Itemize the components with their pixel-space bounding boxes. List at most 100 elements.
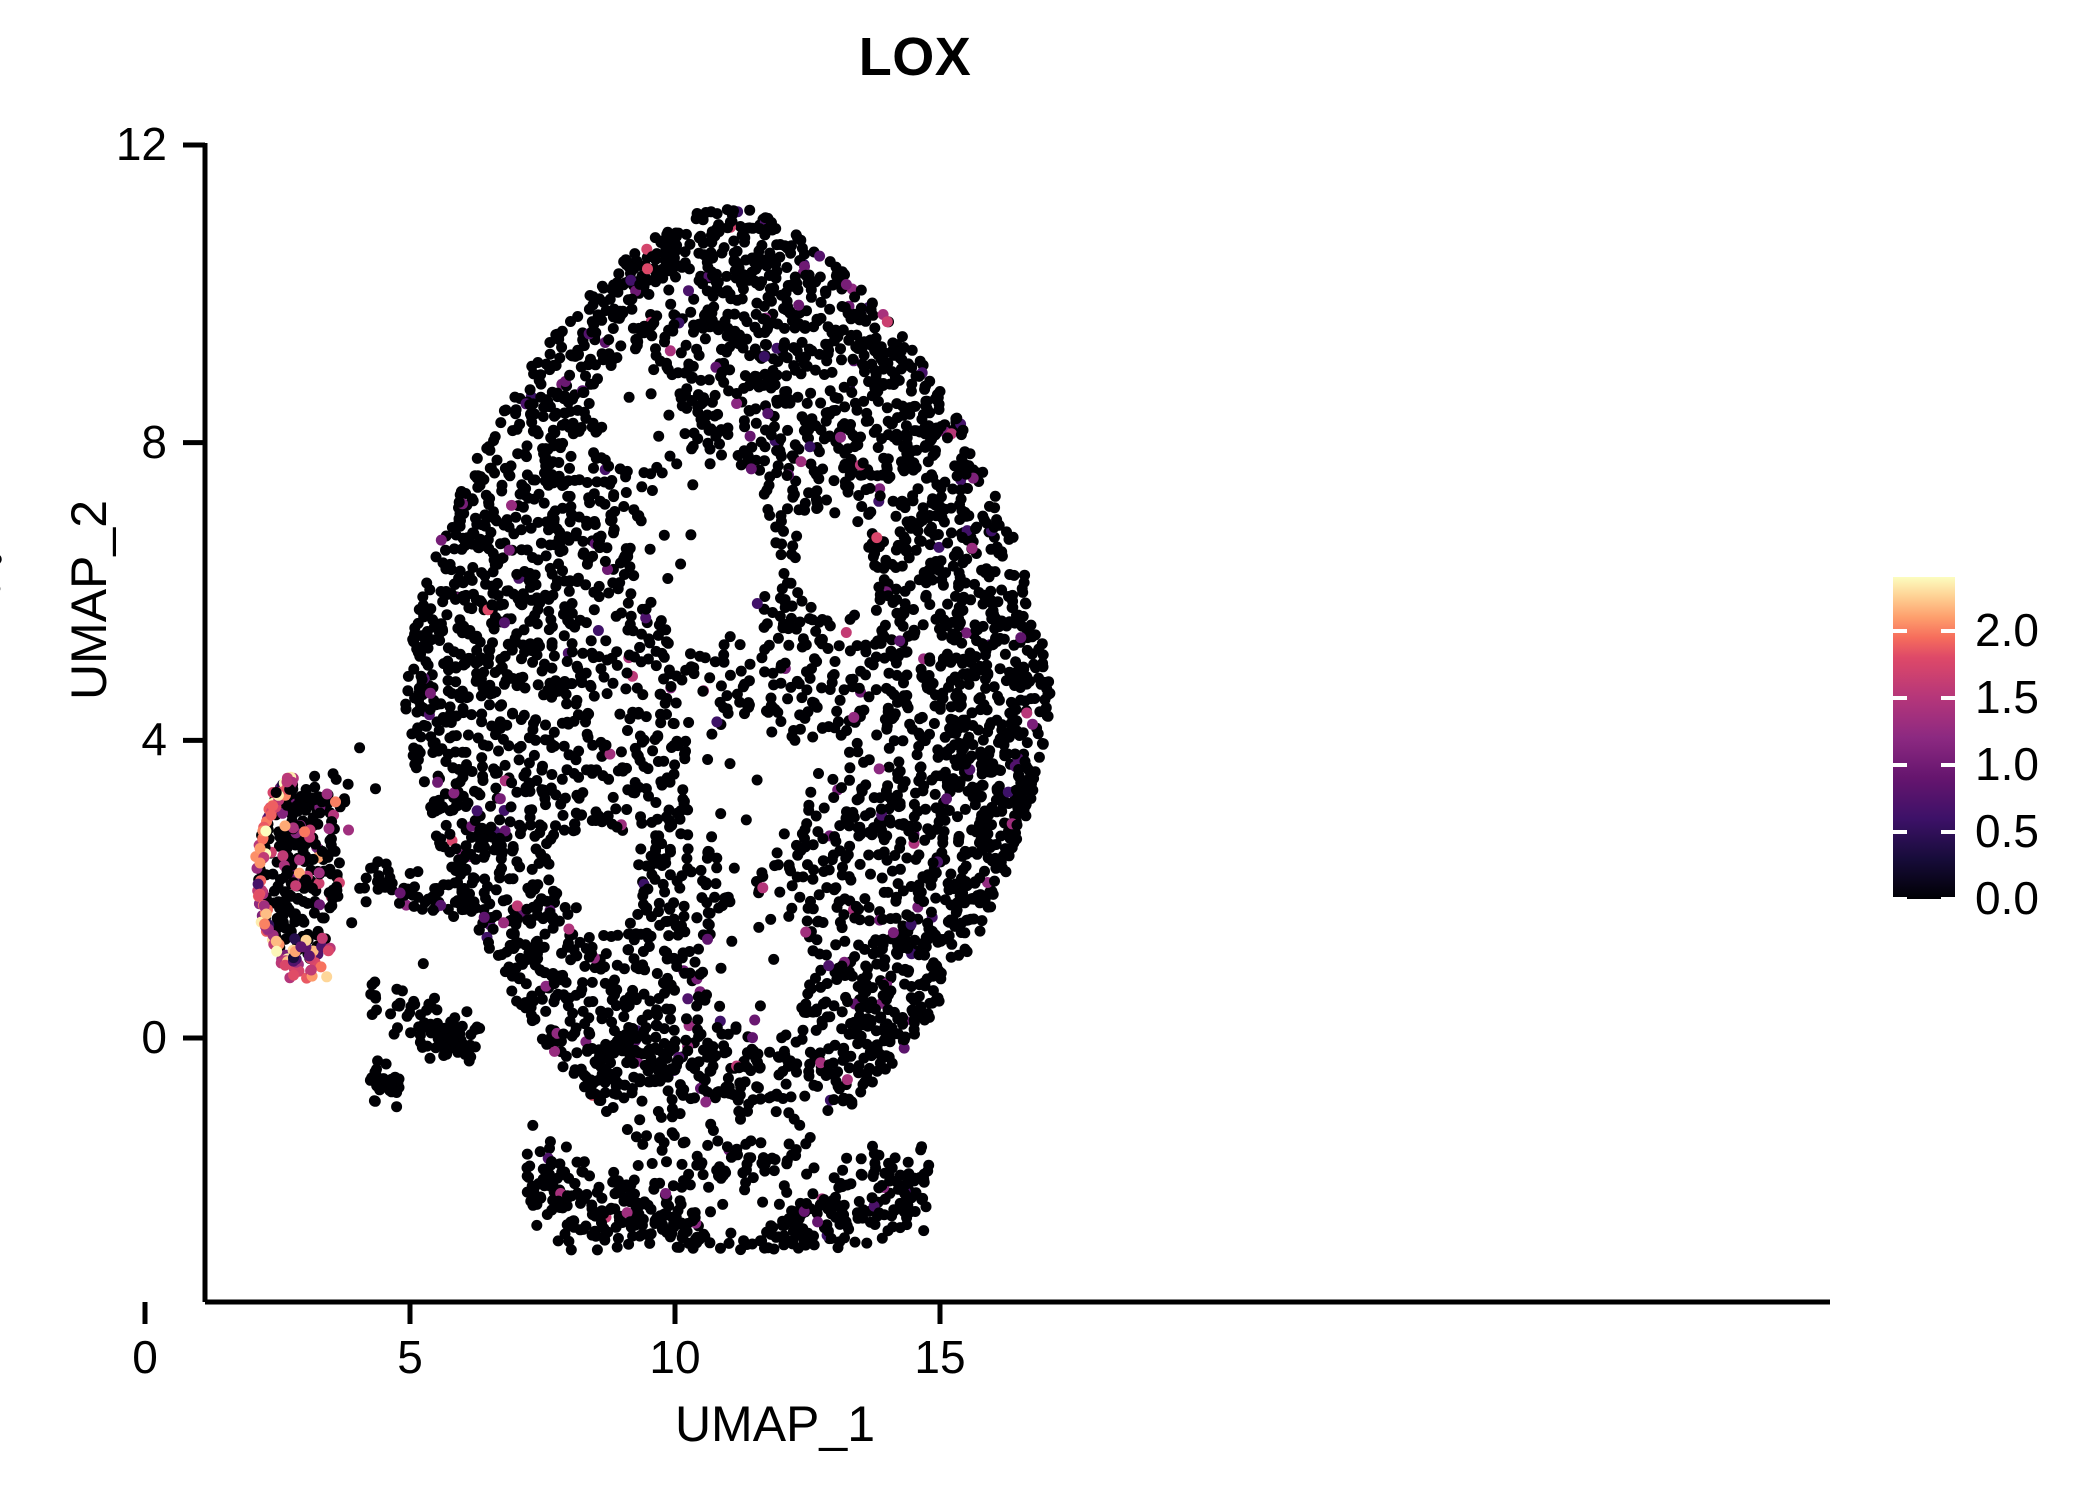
- scatter-point: [739, 708, 750, 720]
- scatter-point: [1019, 755, 1031, 767]
- scatter-point: [560, 1050, 572, 1062]
- scatter-point: [837, 1164, 849, 1176]
- scatter-point: [668, 309, 680, 321]
- scatter-point: [525, 819, 537, 831]
- scatter-point: [918, 1225, 930, 1237]
- scatter-point: [1021, 707, 1033, 719]
- scatter-point: [590, 452, 602, 464]
- scatter-point: [407, 633, 419, 645]
- scatter-point: [545, 1178, 556, 1190]
- scatter-point: [696, 418, 708, 430]
- scatter-point: [785, 681, 797, 693]
- scatter-point: [739, 232, 751, 244]
- scatter-point: [960, 468, 972, 480]
- scatter-point: [784, 620, 796, 632]
- scatter-point: [776, 289, 787, 301]
- scatter-point: [521, 903, 533, 915]
- scatter-point: [498, 917, 510, 929]
- scatter-point: [801, 397, 813, 409]
- scatter-point: [479, 570, 491, 582]
- scatter-point: [733, 1062, 745, 1074]
- scatter-point: [829, 392, 841, 403]
- scatter-point: [930, 510, 942, 522]
- scatter-point: [597, 354, 609, 366]
- scatter-point: [890, 510, 902, 522]
- scatter-point: [572, 572, 584, 584]
- scatter-point: [595, 663, 607, 675]
- scatter-point: [896, 1184, 908, 1196]
- scatter-point: [832, 275, 844, 287]
- scatter-point: [656, 1144, 668, 1156]
- scatter-point: [457, 707, 469, 719]
- scatter-point: [746, 441, 758, 453]
- scatter-point: [666, 265, 678, 277]
- scatter-point: [653, 906, 664, 918]
- scatter-point: [804, 1046, 816, 1058]
- scatter-point: [786, 880, 798, 892]
- scatter-point: [731, 1143, 743, 1155]
- scatter-point: [587, 739, 599, 751]
- scatter-point: [801, 915, 813, 927]
- scatter-point: [576, 677, 588, 689]
- scatter-point: [816, 614, 828, 625]
- scatter-point: [908, 457, 920, 469]
- scatter-point: [580, 370, 591, 382]
- scatter-point: [735, 459, 747, 471]
- scatter-point: [908, 400, 920, 412]
- scatter-point: [695, 1028, 707, 1040]
- scatter-point: [589, 519, 601, 530]
- scatter-point: [634, 278, 646, 290]
- scatter-point: [629, 1188, 640, 1200]
- scatter-point: [437, 587, 449, 599]
- scatter-point: [808, 1162, 820, 1174]
- scatter-point: [778, 828, 790, 840]
- scatter-point: [779, 657, 791, 669]
- scatter-point: [767, 702, 779, 714]
- scatter-point: [775, 433, 787, 445]
- scatter-point: [595, 1095, 607, 1106]
- scatter-point: [722, 1072, 734, 1084]
- scatter-point: [804, 672, 816, 684]
- scatter-point: [966, 824, 978, 836]
- scatter-point: [951, 412, 963, 424]
- scatter-point: [466, 709, 477, 721]
- scatter-point: [497, 733, 509, 745]
- scatter-point: [503, 544, 515, 556]
- scatter-point: [460, 840, 472, 852]
- scatter-point: [831, 974, 843, 985]
- scatter-point: [878, 846, 890, 858]
- scatter-point: [521, 440, 533, 452]
- scatter-point: [565, 678, 577, 690]
- scatter-point: [1000, 675, 1012, 687]
- scatter-point: [1011, 715, 1023, 727]
- scatter-point: [673, 1241, 685, 1253]
- scatter-point: [711, 223, 723, 235]
- scatter-point: [844, 762, 856, 774]
- scatter-point: [588, 488, 600, 500]
- scatter-point: [600, 739, 612, 751]
- scatter-point: [1034, 706, 1046, 718]
- scatter-point: [787, 484, 799, 496]
- scatter-point: [957, 424, 969, 436]
- scatter-point: [887, 337, 899, 349]
- scatter-point: [686, 371, 698, 383]
- scatter-point: [864, 915, 875, 927]
- scatter-point: [876, 872, 888, 884]
- scatter-point: [854, 858, 866, 870]
- scatter-point: [796, 1033, 808, 1045]
- scatter-point: [778, 1239, 790, 1251]
- scatter-point: [734, 639, 746, 651]
- scatter-point: [922, 1008, 934, 1020]
- scatter-point: [882, 453, 894, 465]
- scatter-point: [549, 891, 561, 903]
- scatter-point: [804, 979, 816, 991]
- scatter-point: [650, 645, 662, 657]
- scatter-point: [743, 380, 755, 392]
- scatter-point: [725, 1227, 737, 1239]
- scatter-point: [681, 1226, 693, 1237]
- scatter-point: [816, 633, 828, 645]
- scatter-point: [547, 509, 559, 521]
- scatter-point: [805, 291, 817, 303]
- scatter-point: [594, 310, 606, 322]
